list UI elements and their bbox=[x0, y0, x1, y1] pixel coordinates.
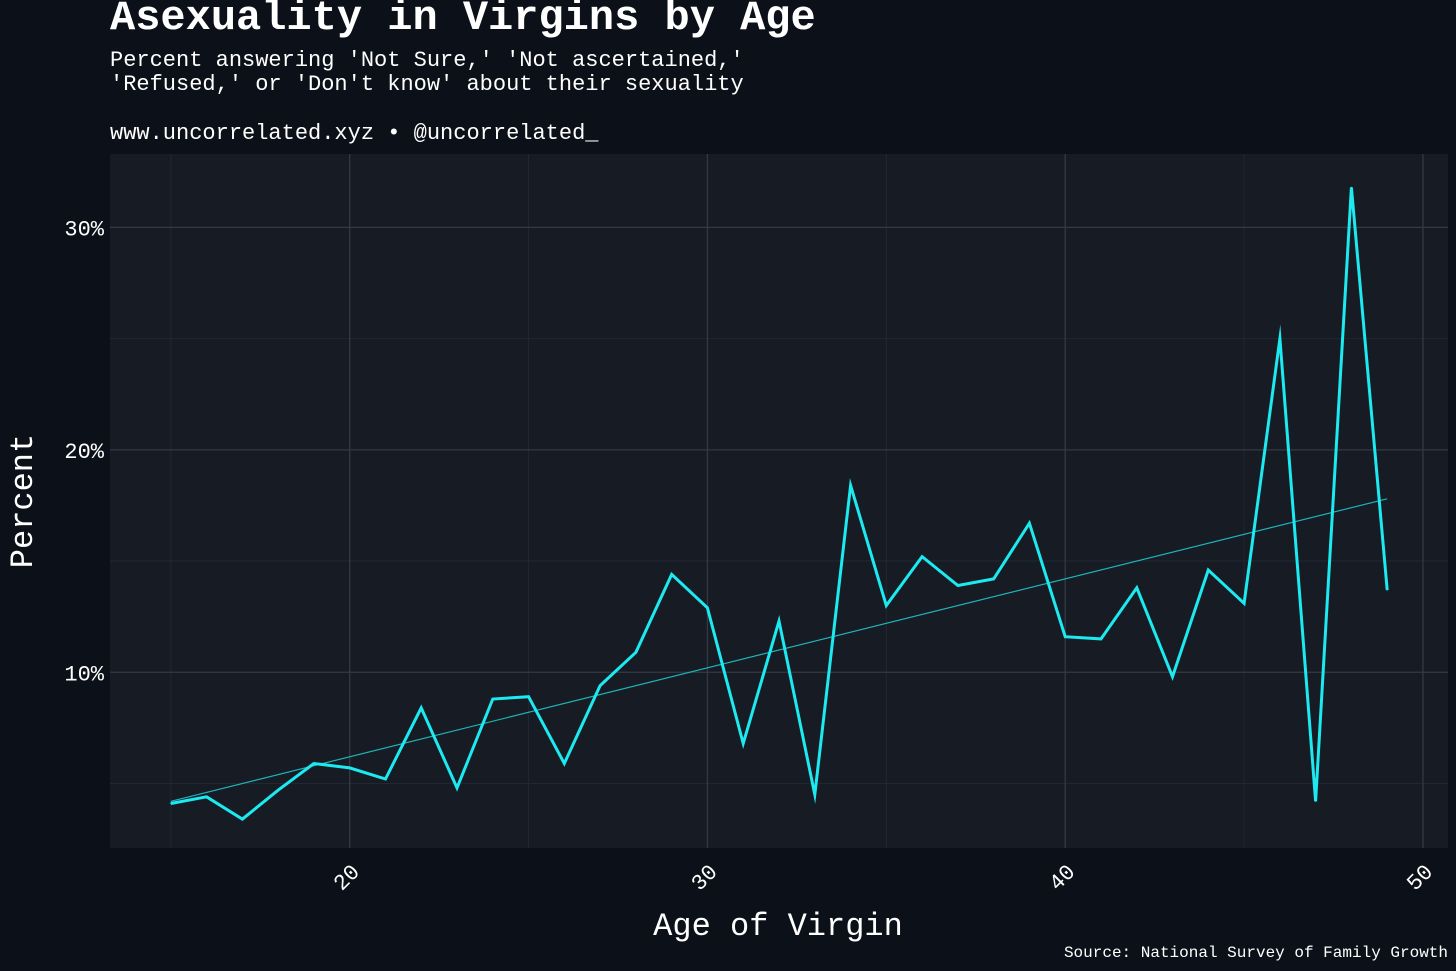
data-point bbox=[205, 796, 208, 798]
data-point bbox=[384, 778, 387, 780]
y-tick-label: 20% bbox=[64, 440, 104, 465]
y-axis-title: Percent bbox=[5, 434, 42, 568]
data-point bbox=[1207, 569, 1209, 571]
trend-line bbox=[170, 498, 1388, 802]
x-tick-label: 50 bbox=[1402, 860, 1438, 896]
data-point bbox=[170, 802, 172, 805]
x-tick-label: 20 bbox=[329, 860, 365, 896]
data-point bbox=[241, 818, 243, 820]
data-point bbox=[1028, 522, 1031, 524]
data-point bbox=[671, 573, 673, 576]
data-point bbox=[778, 620, 780, 622]
data-point bbox=[349, 767, 351, 769]
data-point bbox=[527, 696, 530, 698]
data-point bbox=[957, 584, 959, 587]
data-point bbox=[1243, 602, 1245, 604]
data-point bbox=[1315, 800, 1317, 802]
data-point bbox=[1100, 638, 1102, 640]
data-point bbox=[313, 762, 315, 765]
data-point bbox=[492, 698, 494, 700]
data-point bbox=[1171, 676, 1174, 678]
data-point bbox=[420, 707, 422, 709]
data-point bbox=[1279, 338, 1281, 340]
source-caption: Source: National Survey of Family Growth bbox=[1063, 944, 1448, 962]
y-tick-label: 10% bbox=[64, 662, 104, 687]
data-point bbox=[1350, 186, 1353, 188]
data-point bbox=[1064, 636, 1066, 638]
data-point bbox=[456, 787, 458, 789]
data-point bbox=[849, 484, 852, 487]
data-point bbox=[993, 578, 995, 580]
chart-subtitle-line-2: 'Refused,' or 'Don't know' about their s… bbox=[110, 72, 744, 97]
x-tick-label: 40 bbox=[1045, 860, 1081, 896]
chart-credits: www.uncorrelated.xyz • @uncorrelated_ bbox=[110, 121, 599, 146]
x-axis-title: Age of Virgin bbox=[653, 908, 903, 945]
plot-panel bbox=[110, 154, 1448, 848]
y-tick-label: 30% bbox=[64, 217, 104, 242]
chart-subtitle-line-1: Percent answering 'Not Sure,' 'Not ascer… bbox=[110, 48, 744, 73]
chart-title: Asexuality in Virgins by Age bbox=[110, 0, 816, 42]
data-point bbox=[706, 607, 709, 609]
data-point bbox=[635, 651, 637, 653]
data-point bbox=[1386, 589, 1388, 591]
data-point bbox=[814, 794, 816, 796]
data-point bbox=[599, 685, 601, 687]
data-point bbox=[742, 742, 744, 745]
data-point bbox=[921, 556, 923, 558]
data-point bbox=[885, 604, 887, 607]
data-point bbox=[1136, 587, 1138, 589]
data-point bbox=[277, 789, 279, 791]
x-tick-label: 30 bbox=[687, 860, 723, 896]
data-point bbox=[563, 762, 565, 765]
